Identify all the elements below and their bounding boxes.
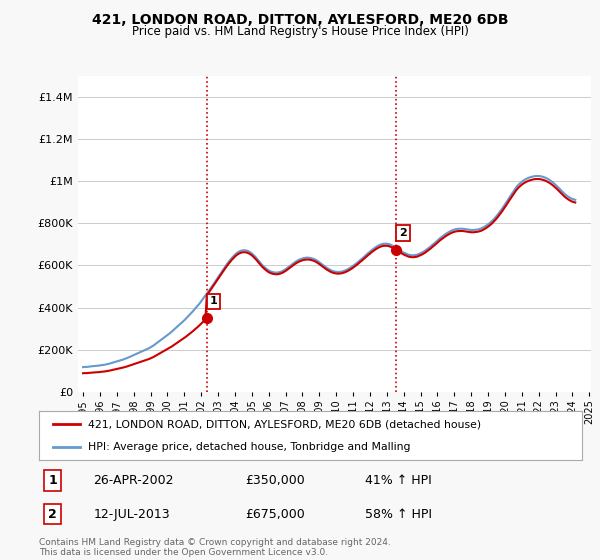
Text: 2: 2 <box>48 507 57 521</box>
Text: 1: 1 <box>210 296 218 306</box>
Text: 2: 2 <box>399 228 407 238</box>
Text: 58% ↑ HPI: 58% ↑ HPI <box>365 507 432 521</box>
Text: 1: 1 <box>48 474 57 487</box>
Text: 421, LONDON ROAD, DITTON, AYLESFORD, ME20 6DB: 421, LONDON ROAD, DITTON, AYLESFORD, ME2… <box>92 13 508 27</box>
Text: Contains HM Land Registry data © Crown copyright and database right 2024.
This d: Contains HM Land Registry data © Crown c… <box>39 538 391 557</box>
Text: £675,000: £675,000 <box>245 507 305 521</box>
Text: 12-JUL-2013: 12-JUL-2013 <box>94 507 170 521</box>
Text: HPI: Average price, detached house, Tonbridge and Malling: HPI: Average price, detached house, Tonb… <box>88 442 410 452</box>
Text: 26-APR-2002: 26-APR-2002 <box>94 474 174 487</box>
Text: 41% ↑ HPI: 41% ↑ HPI <box>365 474 431 487</box>
Text: £350,000: £350,000 <box>245 474 305 487</box>
Text: 421, LONDON ROAD, DITTON, AYLESFORD, ME20 6DB (detached house): 421, LONDON ROAD, DITTON, AYLESFORD, ME2… <box>88 419 481 430</box>
Text: Price paid vs. HM Land Registry's House Price Index (HPI): Price paid vs. HM Land Registry's House … <box>131 25 469 38</box>
